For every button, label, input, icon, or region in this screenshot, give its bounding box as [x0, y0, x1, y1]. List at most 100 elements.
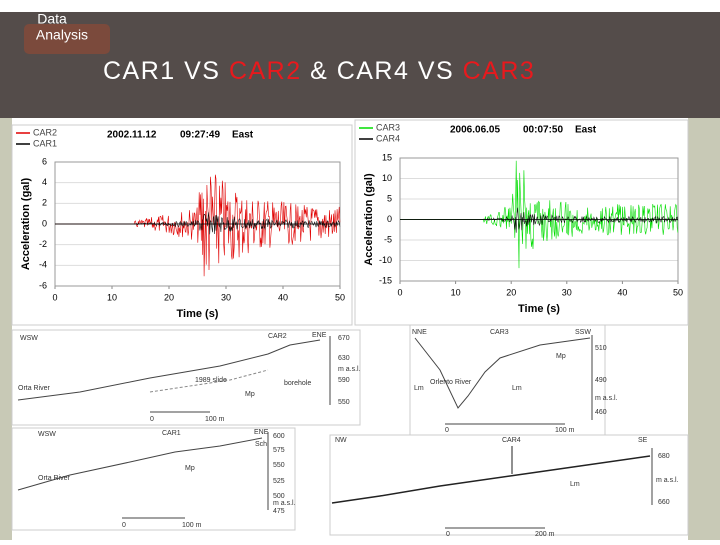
- section-frame: [11, 427, 296, 531]
- y-axis-label: Acceleration (gal): [20, 178, 32, 271]
- legend-label: CAR2: [33, 127, 57, 137]
- section-label: SE: [638, 437, 648, 444]
- plot-heading: East: [575, 125, 597, 136]
- ground-line: [17, 437, 263, 491]
- badge-text: Analysis: [36, 27, 88, 43]
- section-label: 600: [273, 433, 285, 440]
- x-tick-label: 40: [617, 287, 627, 297]
- legend-label: CAR3: [376, 122, 400, 132]
- title-part: CAR2: [229, 57, 302, 85]
- section-label: 200 m: [535, 531, 555, 538]
- cross-section: WSW CAR1 ENE 600 Sch 575 550 Mp 525 500 …: [11, 427, 296, 531]
- x-tick-label: 0: [52, 292, 57, 302]
- title-part: & CAR4 VS: [302, 57, 463, 85]
- plot-heading: 2002.11.12: [107, 130, 157, 141]
- section-label: 475: [273, 508, 285, 515]
- section-label: CAR2: [268, 333, 287, 340]
- legend-label: CAR1: [33, 138, 57, 148]
- section-label: Lm: [512, 385, 522, 392]
- legend-label: CAR4: [376, 133, 400, 143]
- side-strip: [688, 118, 720, 540]
- section-label: 670: [338, 335, 350, 342]
- plot-heading: 2006.06.05: [450, 125, 500, 136]
- x-tick-label: 40: [278, 292, 288, 302]
- y-tick-label: 2: [42, 198, 47, 208]
- title-part: CAR3: [463, 57, 536, 85]
- section-label: 0: [150, 416, 154, 423]
- plot-heading: 09:27:49: [180, 130, 220, 141]
- cross-section: NW CAR4 SE 680 m a.s.l. 660 Lm 0 200 m: [329, 434, 689, 538]
- x-tick-label: 50: [335, 292, 345, 302]
- section-label: 575: [273, 447, 285, 454]
- section-frame: [329, 434, 689, 536]
- y-tick-label: -6: [39, 280, 47, 290]
- ground-line: [331, 455, 651, 504]
- section-label: 660: [658, 499, 670, 506]
- section-label: CAR4: [502, 437, 521, 444]
- section-frame: [409, 324, 606, 436]
- y-tick-label: -10: [379, 255, 392, 265]
- section-label: Orta River: [38, 475, 71, 482]
- section-label: 100 m: [205, 416, 225, 423]
- x-tick-label: 50: [673, 287, 683, 297]
- section-label: 460: [595, 409, 607, 416]
- x-tick-label: 20: [506, 287, 516, 297]
- cross-section: WSW CAR2 ENE 670 630 m a.s.l. 590 550 Or…: [11, 329, 361, 426]
- side-strip: [0, 118, 12, 540]
- section-label: m a.s.l.: [595, 395, 618, 402]
- header-band: [0, 12, 720, 118]
- y-tick-label: 10: [382, 173, 392, 183]
- section-label: Orta River: [18, 385, 51, 392]
- badge: [24, 24, 110, 54]
- section-label: m a.s.l.: [338, 366, 361, 373]
- plot-heading: 00:07:50: [523, 125, 563, 136]
- cross-section: NNE CAR3 SSW 510 Mp 490 m a.s.l. 460 Orl…: [409, 324, 618, 436]
- section-label: 550: [338, 399, 350, 406]
- y-tick-label: 5: [387, 193, 392, 203]
- x-tick-label: 10: [107, 292, 117, 302]
- x-tick-label: 0: [397, 287, 402, 297]
- section-label: 680: [658, 453, 670, 460]
- y-tick-label: 6: [42, 156, 47, 166]
- x-axis-label: Time (s): [177, 308, 219, 320]
- section-label: m a.s.l.: [273, 500, 296, 507]
- section-label: 525: [273, 478, 285, 485]
- section-label: 0: [446, 531, 450, 538]
- y-axis-label: Acceleration (gal): [363, 173, 375, 266]
- ground-line: [414, 337, 591, 409]
- section-label: Sch: [255, 441, 267, 448]
- section-label: 590: [338, 377, 350, 384]
- section-label: 100 m: [182, 522, 202, 529]
- x-tick-label: 20: [164, 292, 174, 302]
- y-tick-label: 0: [42, 218, 47, 228]
- section-label: 630: [338, 355, 350, 362]
- x-tick-label: 10: [451, 287, 461, 297]
- section-label: WSW: [20, 335, 38, 342]
- section-label: ENE: [254, 429, 269, 436]
- section-label: 0: [445, 427, 449, 434]
- section-label: Lm: [414, 385, 424, 392]
- section-label: 1989 slide: [195, 377, 227, 384]
- slide-line: [149, 369, 269, 393]
- x-tick-label: 30: [221, 292, 231, 302]
- section-label: 550: [273, 462, 285, 469]
- section-label: CAR1: [162, 430, 181, 437]
- x-axis-label: Time (s): [518, 303, 560, 315]
- x-tick-label: 30: [562, 287, 572, 297]
- section-label: 490: [595, 377, 607, 384]
- y-tick-label: 15: [382, 152, 392, 162]
- title-part: CAR1 VS: [103, 57, 229, 85]
- badge-text: Data: [37, 11, 67, 27]
- section-label: Orlento River: [430, 379, 472, 386]
- section-label: m a.s.l.: [656, 477, 679, 484]
- section-label: SSW: [575, 329, 591, 336]
- section-label: ENE: [312, 332, 327, 339]
- y-tick-label: -5: [384, 234, 392, 244]
- ground-line: [17, 339, 321, 401]
- section-label: 500: [273, 493, 285, 500]
- section-frame: [11, 329, 361, 426]
- section-label: NW: [335, 437, 347, 444]
- section-label: 510: [595, 345, 607, 352]
- section-label: NNE: [412, 329, 427, 336]
